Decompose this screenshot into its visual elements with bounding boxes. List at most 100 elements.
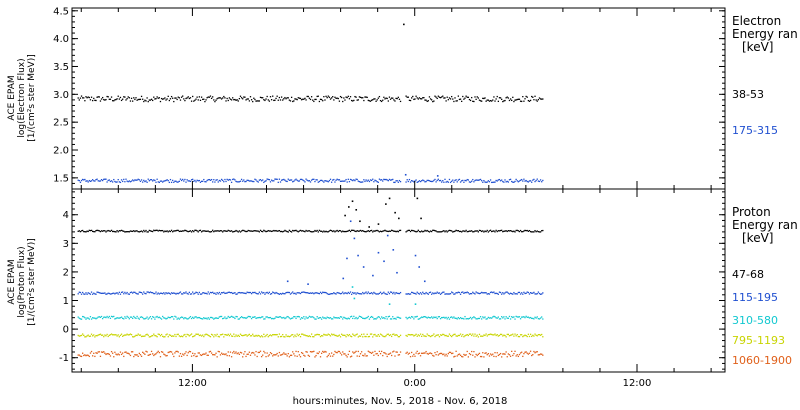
data-point	[84, 100, 86, 102]
data-point	[359, 96, 362, 98]
data-point	[258, 291, 261, 293]
data-point	[224, 230, 226, 232]
data-point	[198, 334, 201, 337]
data-point	[180, 335, 183, 337]
data-point-spike	[351, 286, 354, 288]
data-point	[194, 316, 196, 318]
data-point	[153, 292, 155, 295]
data-point	[418, 230, 421, 233]
data-point	[267, 316, 269, 319]
data-point	[448, 97, 451, 99]
data-point	[225, 353, 227, 355]
data-point	[98, 316, 100, 318]
data-point	[82, 352, 84, 354]
electron-panel: 1.52.02.53.03.54.04.5 ACE EPAM log(Elect…	[7, 6, 726, 190]
data-point	[312, 231, 314, 233]
data-point	[482, 97, 484, 100]
data-point-spike	[403, 23, 405, 26]
data-point	[408, 316, 411, 318]
data-point	[509, 334, 512, 336]
data-point	[174, 333, 176, 336]
data-point	[336, 291, 338, 294]
data-point	[407, 333, 409, 336]
data-point	[531, 335, 533, 338]
data-point	[292, 317, 294, 319]
data-point	[372, 293, 374, 295]
data-point	[173, 318, 175, 320]
data-point	[378, 292, 381, 295]
data-point	[437, 316, 439, 318]
data-point	[344, 292, 346, 294]
data-point	[539, 293, 542, 295]
data-point	[138, 291, 140, 293]
data-point	[202, 334, 204, 336]
proton-legend-title-3: [keV]	[742, 231, 773, 245]
data-point	[427, 100, 429, 102]
data-point	[183, 318, 185, 320]
data-point	[316, 352, 318, 354]
data-point	[118, 291, 120, 294]
data-point	[90, 291, 93, 293]
data-point	[160, 229, 163, 232]
data-point	[265, 334, 267, 337]
data-point	[396, 351, 398, 353]
data-point	[159, 356, 162, 358]
data-point	[244, 317, 246, 319]
data-point	[359, 353, 362, 355]
data-point	[144, 99, 146, 101]
data-point	[249, 291, 252, 294]
data-point	[415, 95, 417, 97]
data-point	[330, 318, 333, 320]
data-point	[138, 98, 140, 101]
data-point	[132, 292, 134, 294]
data-point	[459, 181, 462, 183]
data-point	[197, 352, 199, 354]
data-point	[226, 354, 228, 357]
data-point	[407, 353, 409, 355]
data-point	[305, 316, 307, 318]
data-point	[126, 231, 128, 233]
data-point	[224, 316, 226, 318]
data-point	[324, 231, 326, 233]
data-point	[209, 179, 212, 181]
data-point	[534, 293, 536, 295]
data-point	[234, 292, 236, 294]
data-point	[419, 231, 422, 233]
data-point	[130, 97, 133, 100]
data-point	[128, 97, 130, 99]
data-point	[90, 229, 93, 232]
data-point	[269, 230, 272, 232]
data-point	[118, 98, 120, 100]
data-point	[432, 229, 434, 231]
data-point	[288, 356, 291, 358]
data-point	[435, 230, 437, 232]
data-point	[502, 180, 504, 183]
data-point	[409, 230, 412, 233]
data-point	[337, 317, 339, 319]
data-point	[390, 335, 393, 338]
data-point	[419, 317, 422, 319]
data-point	[306, 95, 308, 98]
data-point	[230, 315, 233, 318]
data-point	[308, 355, 311, 357]
data-point	[283, 316, 285, 319]
data-point	[103, 230, 105, 232]
data-point	[496, 230, 498, 233]
data-point	[484, 181, 486, 183]
data-point	[258, 351, 261, 354]
data-point	[522, 230, 524, 233]
data-point	[445, 293, 447, 295]
data-point	[398, 292, 401, 295]
data-point	[471, 292, 473, 295]
data-point	[147, 354, 149, 356]
data-point	[80, 230, 83, 232]
data-point	[270, 318, 273, 320]
data-point	[359, 315, 362, 318]
data-point	[519, 334, 522, 336]
data-point	[257, 100, 259, 102]
data-point	[140, 355, 143, 357]
data-point	[519, 293, 522, 295]
data-point	[502, 100, 504, 103]
data-point	[320, 352, 323, 354]
data-point	[164, 336, 166, 338]
